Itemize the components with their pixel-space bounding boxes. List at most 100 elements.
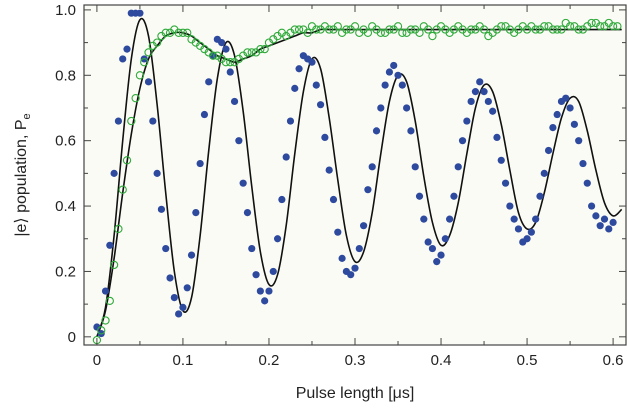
x-tick-label: 0.6 — [603, 352, 624, 369]
data-point — [179, 303, 187, 312]
data-point — [587, 18, 596, 28]
data-point — [97, 326, 106, 335]
data-point — [308, 58, 316, 66]
data-point — [282, 153, 290, 161]
data-point — [338, 254, 346, 262]
data-point — [394, 71, 402, 79]
data-point — [592, 212, 600, 220]
data-point — [303, 28, 312, 37]
data-point — [527, 228, 535, 236]
data-point — [226, 68, 234, 76]
data-point — [467, 97, 475, 106]
data-point — [105, 296, 114, 306]
y-tick-label: 0 — [68, 329, 76, 346]
data-point — [600, 215, 609, 223]
data-point — [428, 244, 437, 253]
data-point — [118, 185, 127, 194]
x-tick-label: 0.1 — [173, 352, 194, 369]
data-point — [174, 28, 183, 37]
data-point — [295, 65, 303, 73]
fit-curve-1 — [96, 17, 623, 338]
data-point — [381, 81, 389, 89]
data-point — [497, 22, 506, 31]
data-point — [583, 179, 591, 187]
data-point — [93, 323, 101, 331]
data-point — [152, 38, 162, 47]
data-point — [364, 186, 372, 194]
data-point — [208, 51, 218, 60]
data-point — [540, 169, 548, 177]
data-point — [376, 28, 385, 37]
data-point — [489, 107, 497, 115]
data-point — [131, 94, 140, 103]
data-point — [347, 271, 355, 279]
data-point — [450, 192, 458, 200]
y-tick-label: 1.0 — [55, 2, 76, 19]
data-point — [312, 81, 320, 89]
data-point — [605, 225, 613, 233]
data-point — [135, 71, 145, 80]
data-point — [562, 94, 570, 102]
x-axis-label: Pulse length [μs] — [296, 385, 415, 402]
data-point — [261, 297, 269, 305]
data-point — [294, 25, 304, 34]
data-point — [363, 28, 373, 37]
data-point — [157, 205, 166, 213]
data-point — [398, 81, 406, 89]
data-point — [531, 25, 540, 34]
data-point — [377, 104, 385, 112]
x-tick-label: 0.3 — [345, 352, 366, 369]
data-point — [200, 110, 209, 119]
data-point — [565, 22, 575, 31]
data-point — [226, 58, 235, 67]
data-point — [153, 169, 161, 177]
data-point — [523, 235, 531, 243]
data-point — [222, 45, 230, 53]
data-point — [433, 258, 441, 266]
data-point — [325, 166, 333, 174]
data-point — [403, 104, 411, 112]
series-1 — [93, 9, 617, 338]
data-point — [122, 156, 132, 165]
data-point — [484, 97, 492, 106]
data-point — [350, 22, 360, 31]
data-point — [471, 88, 480, 96]
x-tick-label: 0.2 — [259, 352, 280, 369]
x-tick-label: 0.4 — [431, 352, 452, 369]
data-point — [351, 264, 359, 272]
data-point — [360, 222, 368, 230]
data-point — [252, 271, 260, 279]
data-point — [466, 25, 476, 34]
data-point — [312, 25, 321, 34]
data-point — [390, 61, 398, 70]
data-point — [269, 267, 277, 276]
data-point — [260, 44, 269, 54]
data-point — [596, 22, 605, 31]
data-point — [256, 287, 264, 295]
data-point — [415, 28, 424, 37]
data-point — [415, 192, 424, 200]
data-point — [256, 44, 265, 54]
y-tick-label: 0.6 — [55, 133, 76, 150]
data-point — [463, 117, 471, 125]
data-point — [192, 208, 200, 217]
y-axis-label-subscript: e — [21, 113, 33, 119]
data-point — [183, 28, 192, 37]
data-point — [175, 310, 183, 318]
data-point — [423, 25, 433, 34]
data-point — [557, 25, 566, 34]
data-point — [424, 238, 432, 246]
data-point — [243, 48, 252, 57]
data-point — [230, 97, 239, 106]
data-point — [510, 215, 518, 223]
data-point — [553, 25, 562, 34]
y-axis: 0 0.2 0.4 0.6 0.8 1.0 — [55, 2, 626, 346]
x-tick-label: 0.5 — [517, 352, 538, 369]
data-point — [247, 48, 256, 57]
data-point — [321, 133, 329, 142]
data-point — [239, 179, 247, 187]
data-point — [548, 25, 558, 34]
data-point — [446, 215, 454, 223]
data-point — [187, 251, 196, 259]
data-point — [144, 78, 153, 86]
